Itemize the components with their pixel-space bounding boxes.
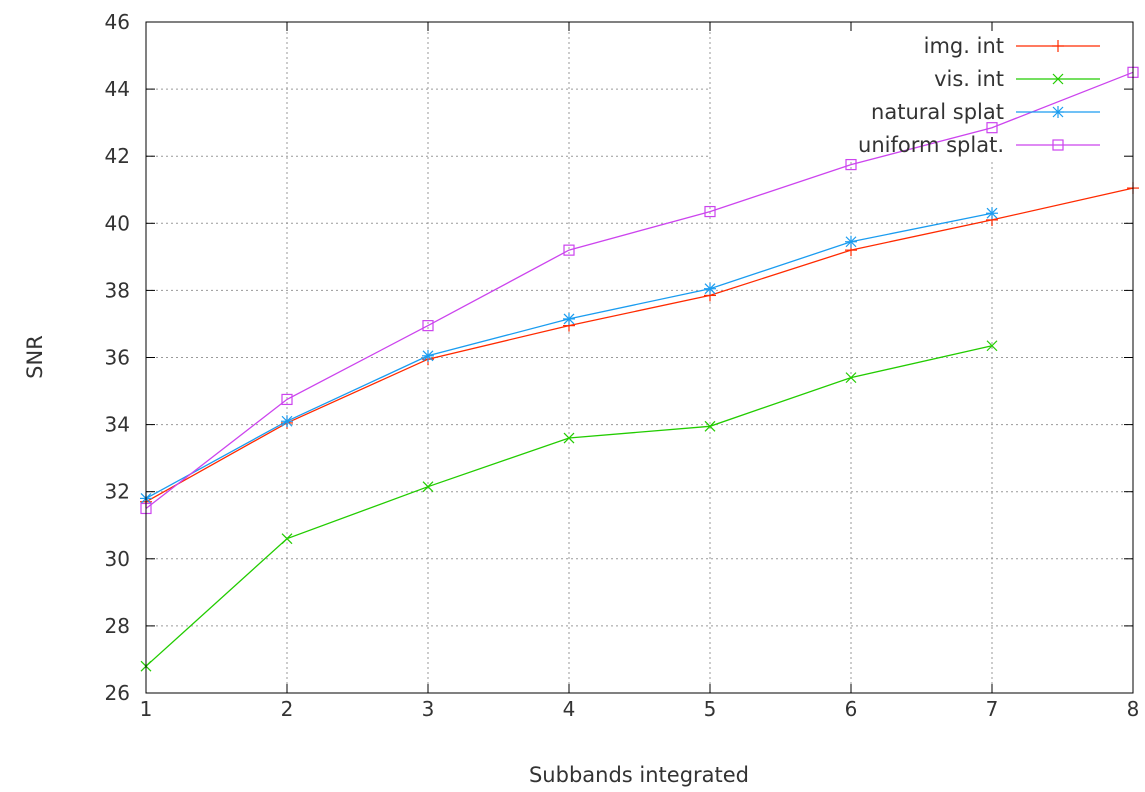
- x-tick-label: 7: [986, 697, 999, 721]
- data-point: [281, 533, 293, 545]
- data-point: [704, 205, 716, 218]
- y-axis-label: SNR: [23, 335, 47, 379]
- x-tick-label: 2: [281, 697, 294, 721]
- data-point: [422, 481, 434, 493]
- series-line-0: [145, 187, 1134, 503]
- series-layer: [140, 66, 1139, 672]
- series-2: [140, 207, 998, 505]
- legend-label: vis. int: [934, 67, 1004, 91]
- data-point: [422, 349, 434, 362]
- series-line-3: [145, 71, 1134, 510]
- data-point: [563, 312, 575, 325]
- legend-entry-2: natural splat: [871, 100, 1100, 124]
- data-point: [845, 235, 857, 248]
- data-point: [563, 244, 575, 256]
- legend-label: natural splat: [871, 100, 1004, 124]
- legend-marker: [1052, 40, 1064, 52]
- y-tick-label: 42: [105, 144, 130, 168]
- data-point: [704, 282, 716, 295]
- legend-entry-0: img. int: [924, 34, 1100, 58]
- y-tick-label: 26: [105, 681, 130, 705]
- data-point: [281, 393, 293, 406]
- x-tick-label: 5: [704, 697, 717, 721]
- x-tick-label: 1: [140, 697, 153, 721]
- legend-marker: [1052, 106, 1064, 118]
- data-point: [845, 158, 857, 171]
- y-tick-label: 38: [105, 278, 130, 302]
- series-line-2: [145, 212, 993, 499]
- data-point: [704, 420, 716, 432]
- data-point: [986, 340, 998, 352]
- data-point: [986, 207, 998, 220]
- y-tick-label: 44: [105, 77, 130, 101]
- legend-label: uniform splat.: [858, 133, 1004, 157]
- data-point: [986, 122, 998, 134]
- legend-marker: [1052, 139, 1064, 151]
- legend-label: img. int: [924, 34, 1004, 58]
- x-tick-label: 3: [422, 697, 435, 721]
- y-tick-label: 46: [105, 10, 130, 34]
- x-axis-label: Subbands integrated: [529, 763, 749, 787]
- x-tick-label: 8: [1127, 697, 1140, 721]
- y-tick-label: 28: [105, 614, 130, 638]
- y-tick-label: 32: [105, 480, 130, 504]
- series-1: [140, 340, 998, 672]
- data-point: [422, 320, 434, 332]
- x-tick-label: 4: [563, 697, 576, 721]
- data-point: [845, 372, 857, 384]
- y-tick-label: 34: [105, 413, 130, 437]
- y-tick-label: 30: [105, 547, 130, 571]
- legend-entry-3: uniform splat.: [858, 133, 1100, 157]
- legend-entry-1: vis. int: [934, 67, 1100, 91]
- y-tick-label: 36: [105, 346, 130, 370]
- y-tick-label: 40: [105, 211, 130, 235]
- data-point: [281, 415, 293, 428]
- legend: img. int vis. int natural splat uniform spl…: [858, 34, 1100, 157]
- data-point: [563, 432, 575, 444]
- x-tick-label: 6: [845, 697, 858, 721]
- series-3: [140, 66, 1139, 515]
- legend-marker: [1052, 73, 1064, 85]
